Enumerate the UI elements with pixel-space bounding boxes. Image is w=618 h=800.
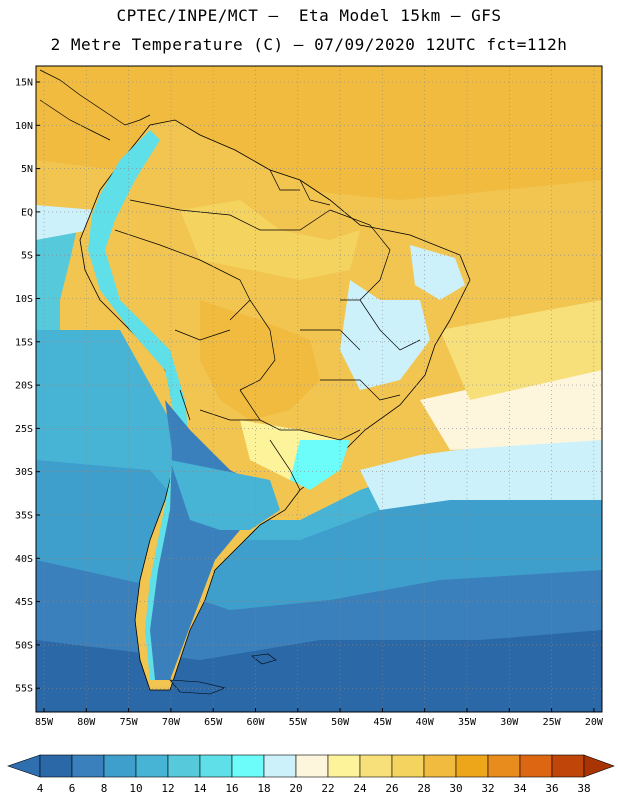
colorbar-label: 4 <box>37 782 44 795</box>
longitude-label: 40W <box>416 717 435 728</box>
latitude-label: 40S <box>15 554 33 565</box>
longitude-label: 35W <box>458 717 477 728</box>
longitude-label: 60W <box>246 717 265 728</box>
colorbar-label: 8 <box>101 782 108 795</box>
longitude-label: 25W <box>543 717 562 728</box>
colorbar-label: 22 <box>321 782 334 795</box>
map-field <box>36 66 602 712</box>
longitude-label: 30W <box>500 717 519 728</box>
colorbar-label: 24 <box>353 782 367 795</box>
latitude-label: 55S <box>15 684 33 695</box>
colorbar-label: 16 <box>225 782 238 795</box>
longitude-label: 75W <box>120 717 139 728</box>
colorbar-left-arrow <box>7 754 41 778</box>
colorbar-label: 12 <box>161 782 174 795</box>
colorbar-swatch <box>391 754 425 778</box>
colorbar-label: 32 <box>481 782 494 795</box>
latitude-labels: 15N 10N 5N EQ 5S 10S 15S 20S 25S 30S 35S 40S 45S 50S 5… <box>15 78 40 695</box>
map-frame <box>35 65 603 713</box>
latitude-label: 10N <box>15 121 33 132</box>
latitude-label: 10S <box>15 294 33 305</box>
colorbar-label: 36 <box>545 782 558 795</box>
chart-title-line1: CPTEC/INPE/MCT – Eta Model 15km – GFS <box>116 6 502 25</box>
country-borders <box>114 169 421 491</box>
longitude-label: 70W <box>162 717 181 728</box>
colorbar-right-arrow <box>583 754 615 778</box>
colorbar-label: 28 <box>417 782 430 795</box>
colorbar-label: 30 <box>449 782 462 795</box>
latitude-label: 35S <box>15 511 33 522</box>
colorbar-label: 10 <box>129 782 142 795</box>
longitude-label: 20W <box>585 717 604 728</box>
latitude-label: 20S <box>15 381 33 392</box>
longitude-label: 65W <box>204 717 223 728</box>
colorbar-swatch <box>135 754 169 778</box>
latitude-label: 25S <box>15 424 33 435</box>
latitude-label: 15N <box>15 78 33 89</box>
colorbar-label: 20 <box>289 782 302 795</box>
colorbar-swatch <box>103 754 137 778</box>
longitude-label: 85W <box>35 717 54 728</box>
colorbar-label: 6 <box>69 782 76 795</box>
colorbar-swatch <box>359 754 393 778</box>
latitude-label: 50S <box>15 640 33 651</box>
colorbar-swatch <box>455 754 489 778</box>
latitude-label: 30S <box>15 467 33 478</box>
colorbar-swatch <box>263 754 297 778</box>
colorbar-label: 38 <box>577 782 590 795</box>
colorbar-label: 26 <box>385 782 398 795</box>
latitude-label: 5S <box>21 251 33 262</box>
latitude-label: 45S <box>15 597 33 608</box>
longitude-label: 50W <box>331 717 350 728</box>
latitude-label: 15S <box>15 337 33 348</box>
colorbar-swatch <box>487 754 521 778</box>
latitude-label: EQ <box>21 207 33 218</box>
longitude-labels: 85W 80W 75W 70W 65W 60W 55W 50W 45W 40W 35W 30W 25W 2… <box>35 708 604 728</box>
colorbar-swatch <box>231 754 265 778</box>
longitude-label: 80W <box>77 717 96 728</box>
chart-title-line2: 2 Metre Temperature (C) – 07/09/2020 12U… <box>50 35 568 54</box>
colorbar-label: 18 <box>257 782 270 795</box>
colorbar-swatch <box>423 754 457 778</box>
colorbar-swatch <box>167 754 201 778</box>
colorbar: 4 6 8 10 12 14 16 18 20 22 24 26 28 30 32 34 36 38 <box>7 754 615 795</box>
colorbar-swatch <box>551 754 585 778</box>
latitude-label: 5N <box>21 164 33 175</box>
colorbar-label: 34 <box>513 782 527 795</box>
colorbar-label: 14 <box>193 782 207 795</box>
colorbar-swatch <box>295 754 329 778</box>
longitude-label: 55W <box>289 717 308 728</box>
colorbar-swatch <box>39 754 73 778</box>
colorbar-swatch <box>327 754 361 778</box>
colorbar-swatch <box>71 754 105 778</box>
colorbar-swatch <box>199 754 233 778</box>
longitude-label: 45W <box>373 717 392 728</box>
colorbar-swatch <box>519 754 553 778</box>
